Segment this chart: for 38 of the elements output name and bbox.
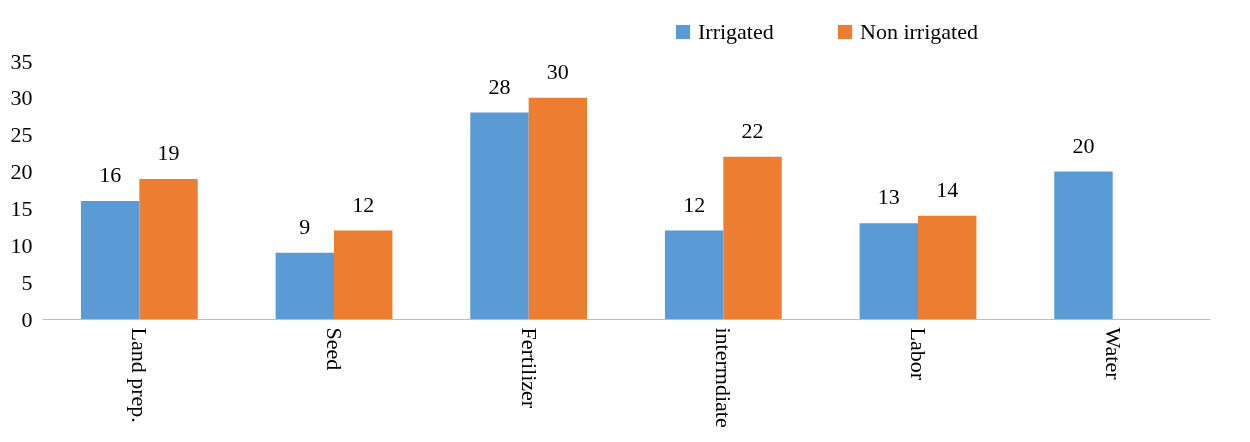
bar [80, 201, 140, 319]
bar [470, 112, 529, 319]
x-tick-label: Fertilizer [516, 327, 542, 409]
y-tick-label: 30 [10, 85, 33, 111]
x-tick-label: intermdiate [711, 327, 737, 428]
data-label: 28 [488, 73, 511, 99]
y-tick-label: 15 [10, 195, 33, 221]
y-tick-label: 20 [10, 159, 33, 185]
y-tick-label: 10 [10, 232, 33, 258]
bar [275, 252, 334, 319]
x-tick-label: Water [1100, 327, 1126, 381]
x-tick-label: Labor [906, 327, 931, 381]
x-tick-label: Land prep. [127, 327, 153, 423]
bar [664, 230, 724, 319]
y-tick-label: 25 [10, 122, 33, 148]
data-label: 30 [546, 58, 569, 84]
data-label: 13 [877, 184, 900, 210]
bar [723, 156, 782, 319]
data-label: 12 [352, 191, 375, 217]
legend-label: Irrigated [698, 19, 774, 44]
bar [918, 215, 977, 319]
data-label: 12 [683, 191, 706, 217]
y-tick-label: 0 [21, 306, 33, 332]
data-label: 19 [157, 139, 180, 165]
x-tick-label: Seed [322, 327, 347, 371]
bar [859, 223, 918, 319]
data-label: 9 [299, 213, 311, 239]
data-label: 22 [741, 117, 764, 143]
bar [139, 178, 198, 319]
bar [528, 97, 588, 319]
data-label: 20 [1072, 132, 1095, 158]
bar [1054, 171, 1113, 319]
data-label: 16 [99, 162, 122, 188]
y-tick-label: 5 [21, 269, 33, 295]
y-tick-label: 35 [10, 48, 33, 74]
bar [334, 230, 393, 319]
legend-label: Non irrigated [860, 19, 978, 44]
data-label: 14 [936, 176, 959, 202]
